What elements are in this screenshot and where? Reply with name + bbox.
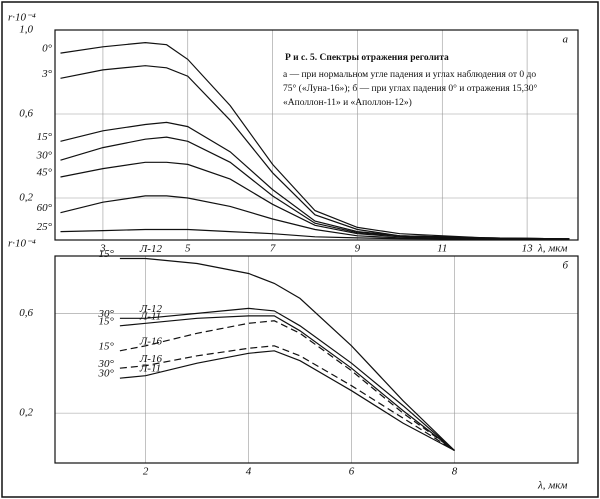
y-tick-label: 0,2 xyxy=(19,407,33,419)
y-axis-label: r·10⁻⁴ xyxy=(8,238,36,250)
x-tick-label: 2 xyxy=(143,466,149,478)
series-line xyxy=(60,136,570,240)
x-tick-label: 3 xyxy=(99,243,106,255)
x-tick-label: 13 xyxy=(522,243,534,255)
y-tick-label: 0,6 xyxy=(19,307,33,319)
series-sample-label: Л-11 xyxy=(139,310,161,322)
x-tick-label: 5 xyxy=(185,243,191,255)
series-line xyxy=(60,121,570,240)
series-angle-label: 15° xyxy=(98,315,114,327)
y-axis-label: r·10⁻⁴ xyxy=(8,12,36,24)
series-line xyxy=(119,315,455,451)
series-angle-label: 45° xyxy=(37,167,53,179)
series-line xyxy=(119,345,455,452)
series-angle-label: 30° xyxy=(97,358,114,370)
series-line xyxy=(119,307,455,451)
panel-label: б xyxy=(562,260,568,272)
series-line xyxy=(119,350,455,452)
x-tick-label: 4 xyxy=(246,466,252,478)
series-angle-label: 15° xyxy=(98,340,114,352)
panel-label: а xyxy=(563,34,569,46)
series-angle-label: 15° xyxy=(98,248,114,260)
caption-line: 75° («Луна-16»); б — при углах падения 0… xyxy=(283,83,538,94)
series-angle-label: 0° xyxy=(42,43,53,55)
series-angle-label: 3° xyxy=(41,68,53,80)
caption-line: «Аполлон-11» и «Аполлон-12») xyxy=(283,97,412,108)
series-line xyxy=(60,161,570,240)
y-tick-label: 0,6 xyxy=(19,108,33,120)
series-line xyxy=(119,320,455,451)
series-sample-label: Л-16 xyxy=(139,335,163,347)
series-sample-label: Л-11 xyxy=(139,363,161,375)
series-line xyxy=(60,228,570,241)
y-tick-label: 0,2 xyxy=(19,192,33,204)
series-angle-label: 15° xyxy=(37,131,53,143)
series-angle-label: 30° xyxy=(97,308,114,320)
series-sample-label: Л-12 xyxy=(139,303,163,315)
series-angle-label: 30° xyxy=(36,150,53,162)
series-angle-label: 25° xyxy=(37,221,53,233)
series-line xyxy=(60,195,570,240)
caption-title: Р и с. 5. Спектры отражения реголита xyxy=(285,53,449,63)
x-axis-label: λ, мкм xyxy=(537,243,567,255)
x-tick-label: 9 xyxy=(355,243,361,255)
series-line xyxy=(60,41,570,240)
series-sample-label: Л-12 xyxy=(139,243,163,255)
x-tick-label: 7 xyxy=(270,243,276,255)
series-line xyxy=(119,257,455,451)
x-axis-label: λ, мкм xyxy=(537,480,567,492)
caption-line: а — при нормальном угле падения и углах … xyxy=(283,69,536,80)
plot-frame xyxy=(54,29,579,241)
plot-frame xyxy=(54,255,579,464)
x-tick-label: 11 xyxy=(437,243,447,255)
series-angle-label: 30° xyxy=(97,368,114,380)
x-tick-label: 6 xyxy=(349,466,355,478)
series-angle-label: 60° xyxy=(37,202,53,214)
x-tick-label: 8 xyxy=(452,466,458,478)
series-sample-label: Л-16 xyxy=(139,353,163,365)
y-tick-label: 1,0 xyxy=(19,24,33,36)
